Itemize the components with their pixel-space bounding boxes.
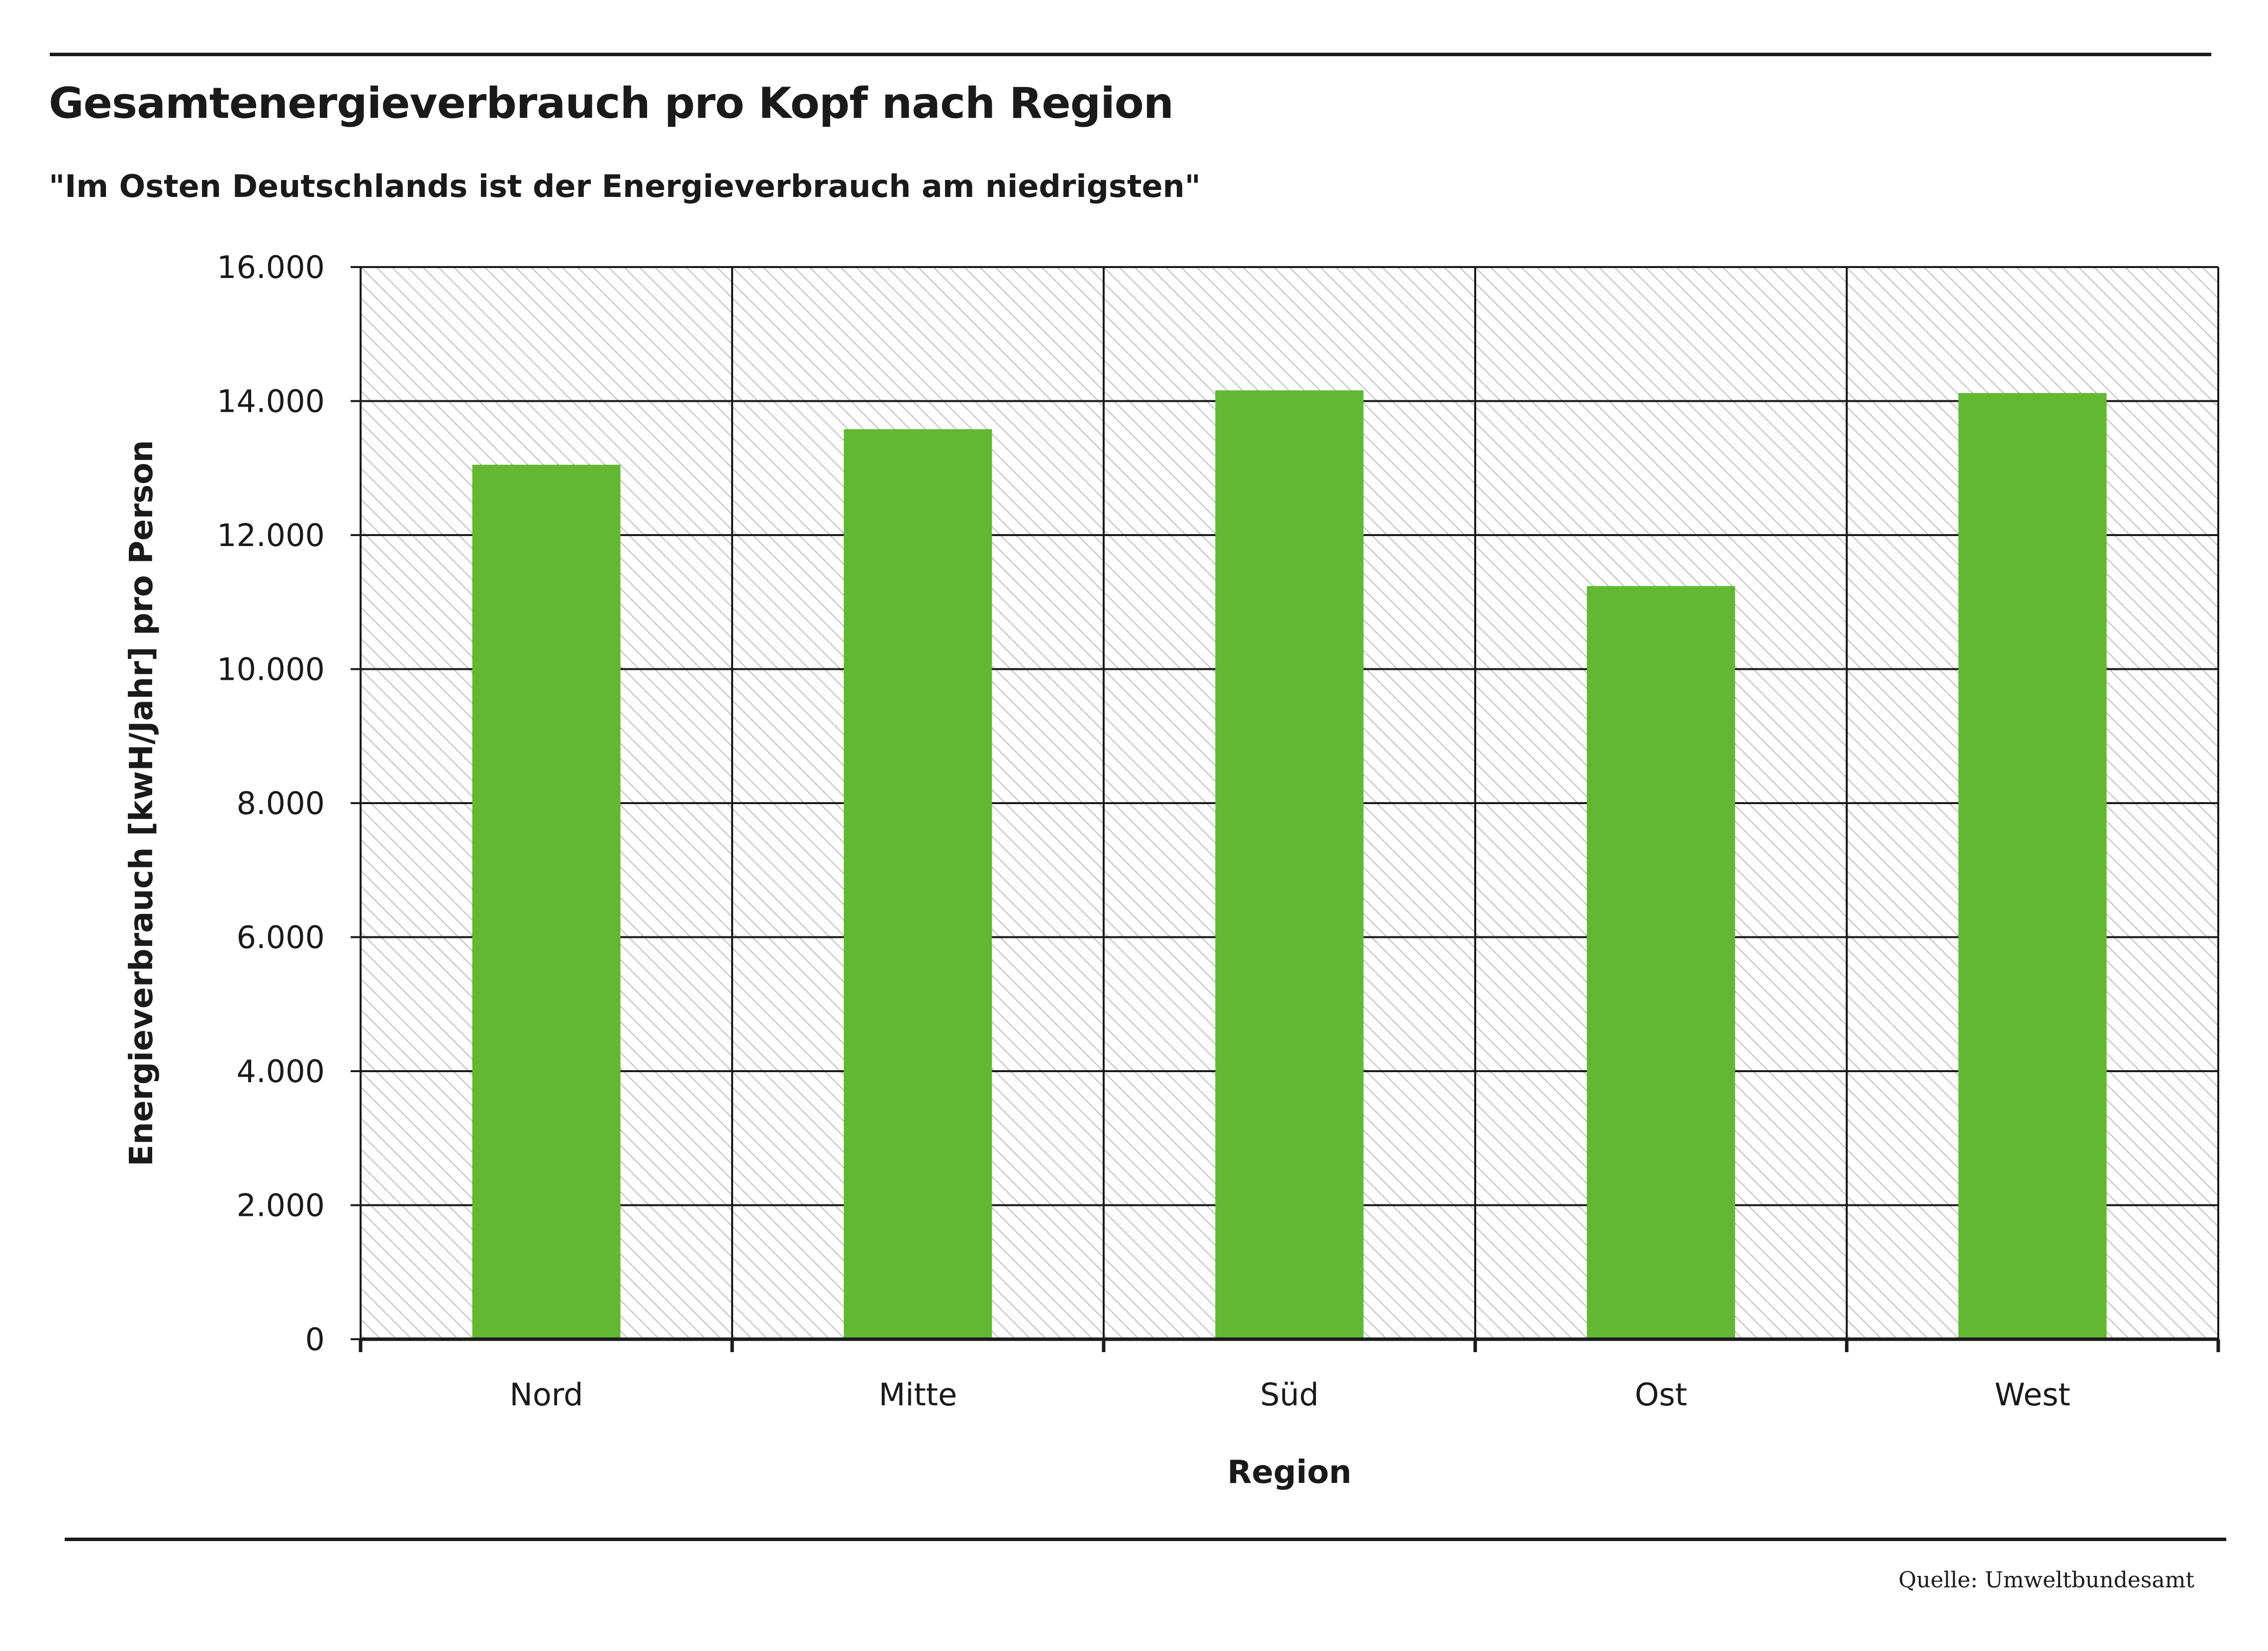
y-tick-label-3: 6.000 xyxy=(237,919,325,956)
y-tick-label-6: 12.000 xyxy=(217,517,325,553)
x-tick-label-mitte: Mitte xyxy=(879,1376,957,1413)
top-divider xyxy=(50,53,2211,56)
axes xyxy=(351,266,2220,1352)
y-tick-label-7: 14.000 xyxy=(217,383,325,420)
chart-subtitle: "Im Osten Deutschlands ist der Energieve… xyxy=(49,168,1201,204)
y-tick-label-5: 10.000 xyxy=(217,651,325,688)
x-tick-label-nord: Nord xyxy=(509,1376,583,1413)
y-tick-label-2: 4.000 xyxy=(237,1053,325,1090)
x-tick-label-west: West xyxy=(1994,1376,2070,1413)
x-tick-label-süd: Süd xyxy=(1260,1376,1319,1413)
bar-west xyxy=(1958,393,2107,1339)
bars xyxy=(472,390,2107,1340)
x-tick-label-ost: Ost xyxy=(1635,1376,1687,1413)
chart-title: Gesamtenergieverbrauch pro Kopf nach Reg… xyxy=(49,79,1174,128)
bar-nord xyxy=(472,464,621,1340)
bottom-divider xyxy=(65,1538,2226,1541)
bar-mitte xyxy=(844,429,992,1339)
tick-labels: 0 2.000 4.000 6.000 8.000 10.000 12.000 14.000 1… xyxy=(217,249,2071,1413)
x-axis-title: Region xyxy=(1228,1454,1352,1491)
y-tick-label-8: 16.000 xyxy=(217,249,325,285)
bar-ost xyxy=(1587,586,1735,1339)
y-tick-label-1: 2.000 xyxy=(237,1188,325,1224)
y-tick-label-0: 0 xyxy=(305,1321,325,1358)
y-tick-label-4: 8.000 xyxy=(237,785,325,822)
source-note: Quelle: Umweltbundesamt xyxy=(1898,1567,2194,1593)
bar-süd xyxy=(1215,390,1364,1340)
y-axis-title: Energieverbrauch [kwH/Jahr] pro Person xyxy=(123,440,160,1167)
